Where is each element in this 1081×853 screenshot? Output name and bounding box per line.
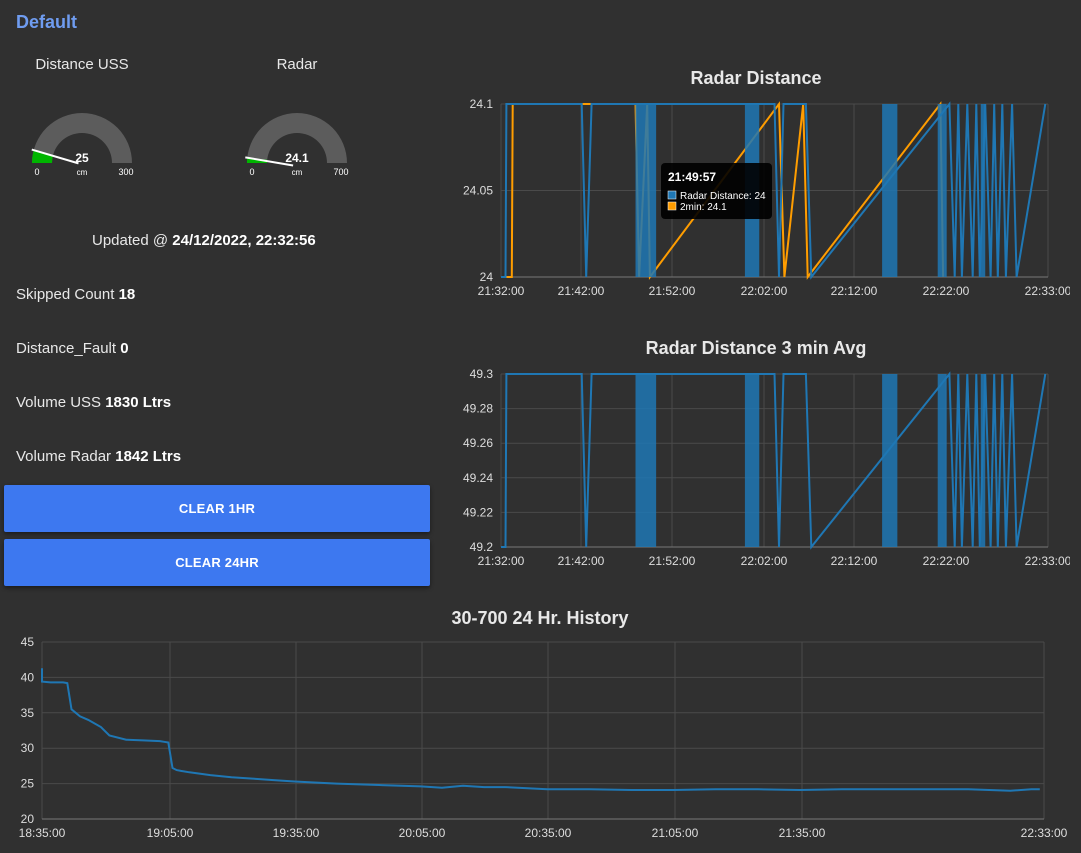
volume-uss: Volume USS 1830 Ltrs: [16, 394, 171, 411]
gauge-min: 0: [249, 167, 254, 177]
clear-24hr-button[interactable]: CLEAR 24HR: [4, 539, 430, 586]
gauge-unit: cm: [292, 168, 303, 177]
x-tick-label: 22:33:00: [1021, 826, 1068, 840]
stat-value: 0: [120, 340, 129, 357]
chart-title: 30-700 24 Hr. History: [451, 608, 628, 628]
updated-prefix: Updated @: [92, 232, 173, 249]
gauge-dial: 24.1 cm 0 700: [245, 113, 349, 177]
x-tick-label: 22:22:00: [923, 554, 970, 568]
tooltip-line2: 2min: 24.1: [680, 202, 727, 213]
x-tick-label: 22:33:00: [1025, 284, 1070, 298]
x-tick-label: 21:32:00: [478, 554, 525, 568]
gauge-max: 700: [333, 167, 348, 177]
chart-title: Radar Distance: [690, 68, 821, 88]
volume-radar: Volume Radar 1842 Ltrs: [16, 448, 181, 465]
distance-fault: Distance_Fault 0: [16, 340, 129, 357]
radar-distance-3min-avg-chart: Radar Distance 3 min Avg 49.2 49.22 49.24 49…: [463, 338, 1070, 568]
gauge-track: [32, 113, 132, 163]
updated-value: 24/12/2022, 22:32:56: [172, 232, 316, 249]
gauge-max: 300: [118, 167, 133, 177]
x-tick-label: 18:35:00: [19, 826, 66, 840]
gauge-value: 25: [75, 151, 89, 165]
dense-transition-band: [882, 374, 898, 547]
tooltip-line1: Radar Distance: 24: [680, 191, 766, 202]
y-tick-label: 25: [21, 777, 35, 791]
series-line-radar-distance: [501, 101, 1047, 280]
gauge-unit: cm: [77, 168, 88, 177]
stat-value: 1830 Ltrs: [105, 394, 172, 411]
dense-transition-band: [980, 104, 986, 277]
y-tick-label: 49.3: [470, 367, 494, 381]
y-tick-label: 24: [480, 270, 494, 284]
x-tick-label: 19:05:00: [147, 826, 194, 840]
gauge-value: 24.1: [285, 151, 309, 165]
series-line-radar-distance: [501, 371, 1047, 550]
gauge-radar: Radar 24.1 cm 0 700: [227, 56, 367, 186]
x-tick-label: 21:42:00: [558, 284, 605, 298]
x-tick-label: 21:52:00: [649, 284, 696, 298]
x-tick-label: 22:12:00: [831, 554, 878, 568]
x-tick-label: 22:22:00: [923, 284, 970, 298]
x-tick-label: 19:35:00: [273, 826, 320, 840]
skipped-count: Skipped Count 18: [16, 286, 135, 303]
x-tick-label: 21:52:00: [649, 554, 696, 568]
x-tick-label: 21:05:00: [652, 826, 699, 840]
y-tick-label: 24.05: [463, 184, 493, 198]
group-title: Default: [16, 12, 78, 32]
clear-1hr-button[interactable]: CLEAR 1HR: [4, 485, 430, 532]
tooltip-swatch-blue: [667, 190, 677, 200]
y-tick-label: 20: [21, 812, 35, 826]
dense-transition-band: [882, 104, 898, 277]
gauge-needle: [31, 148, 79, 165]
x-tick-label: 21:32:00: [478, 284, 525, 298]
y-tick-label: 24.1: [470, 97, 494, 111]
updated-timestamp: Updated @ 24/12/2022, 22:32:56: [92, 232, 316, 249]
gauge-label: Radar: [276, 56, 318, 73]
dense-transition-band: [635, 374, 657, 547]
gauge-label: Distance USS: [35, 56, 129, 73]
y-tick-label: 49.26: [463, 436, 493, 450]
chart-title: Radar Distance 3 min Avg: [646, 338, 867, 358]
x-tick-label: 22:02:00: [741, 554, 788, 568]
dense-transition-band: [980, 374, 986, 547]
x-tick-label: 22:33:00: [1025, 554, 1070, 568]
y-tick-label: 40: [21, 670, 35, 684]
y-tick-label: 49.2: [470, 540, 494, 554]
tooltip-time: 21:49:57: [668, 170, 716, 184]
gauge-min: 0: [34, 167, 39, 177]
stat-label: Volume Radar: [16, 448, 116, 465]
stat-label: Distance_Fault: [16, 340, 121, 357]
dense-transition-band: [635, 104, 657, 277]
x-tick-label: 22:12:00: [831, 284, 878, 298]
stat-label: Volume USS: [16, 394, 106, 411]
tooltip-swatch-orange: [667, 201, 677, 211]
gauge-track: [247, 113, 347, 163]
stat-value: 1842 Ltrs: [115, 448, 182, 465]
gauge-distance-uss: Distance USS 25 cm 0 300: [12, 56, 152, 186]
x-tick-label: 22:02:00: [741, 284, 788, 298]
x-tick-label: 21:42:00: [558, 554, 605, 568]
stat-value: 18: [118, 286, 136, 303]
y-tick-label: 45: [21, 635, 35, 649]
gauge-fill: [31, 150, 54, 163]
series-line-distance: [41, 668, 1040, 792]
y-tick-label: 49.24: [463, 471, 493, 485]
y-tick-label: 49.28: [463, 402, 493, 416]
dense-transition-band: [937, 104, 947, 277]
x-tick-label: 20:35:00: [525, 826, 572, 840]
x-tick-label: 21:35:00: [779, 826, 826, 840]
x-tick-label: 20:05:00: [399, 826, 446, 840]
radar-distance-chart: Radar Distance 24 24.05 24.1 21:32:00 21:42:0…: [463, 68, 1070, 298]
history-24hr-chart: 30-700 24 Hr. History 20 25 30 35 40 45 18:35:0…: [19, 608, 1068, 840]
dense-transition-band: [744, 374, 760, 547]
tooltip-box: [661, 163, 772, 219]
gauge-needle: [245, 156, 294, 167]
dense-transition-band: [937, 374, 947, 547]
y-tick-label: 49.22: [463, 505, 493, 519]
y-tick-label: 30: [21, 741, 35, 755]
stat-label: Skipped Count: [16, 286, 119, 303]
y-tick-label: 35: [21, 706, 35, 720]
gauge-dial: 25 cm 0 300: [31, 113, 134, 177]
